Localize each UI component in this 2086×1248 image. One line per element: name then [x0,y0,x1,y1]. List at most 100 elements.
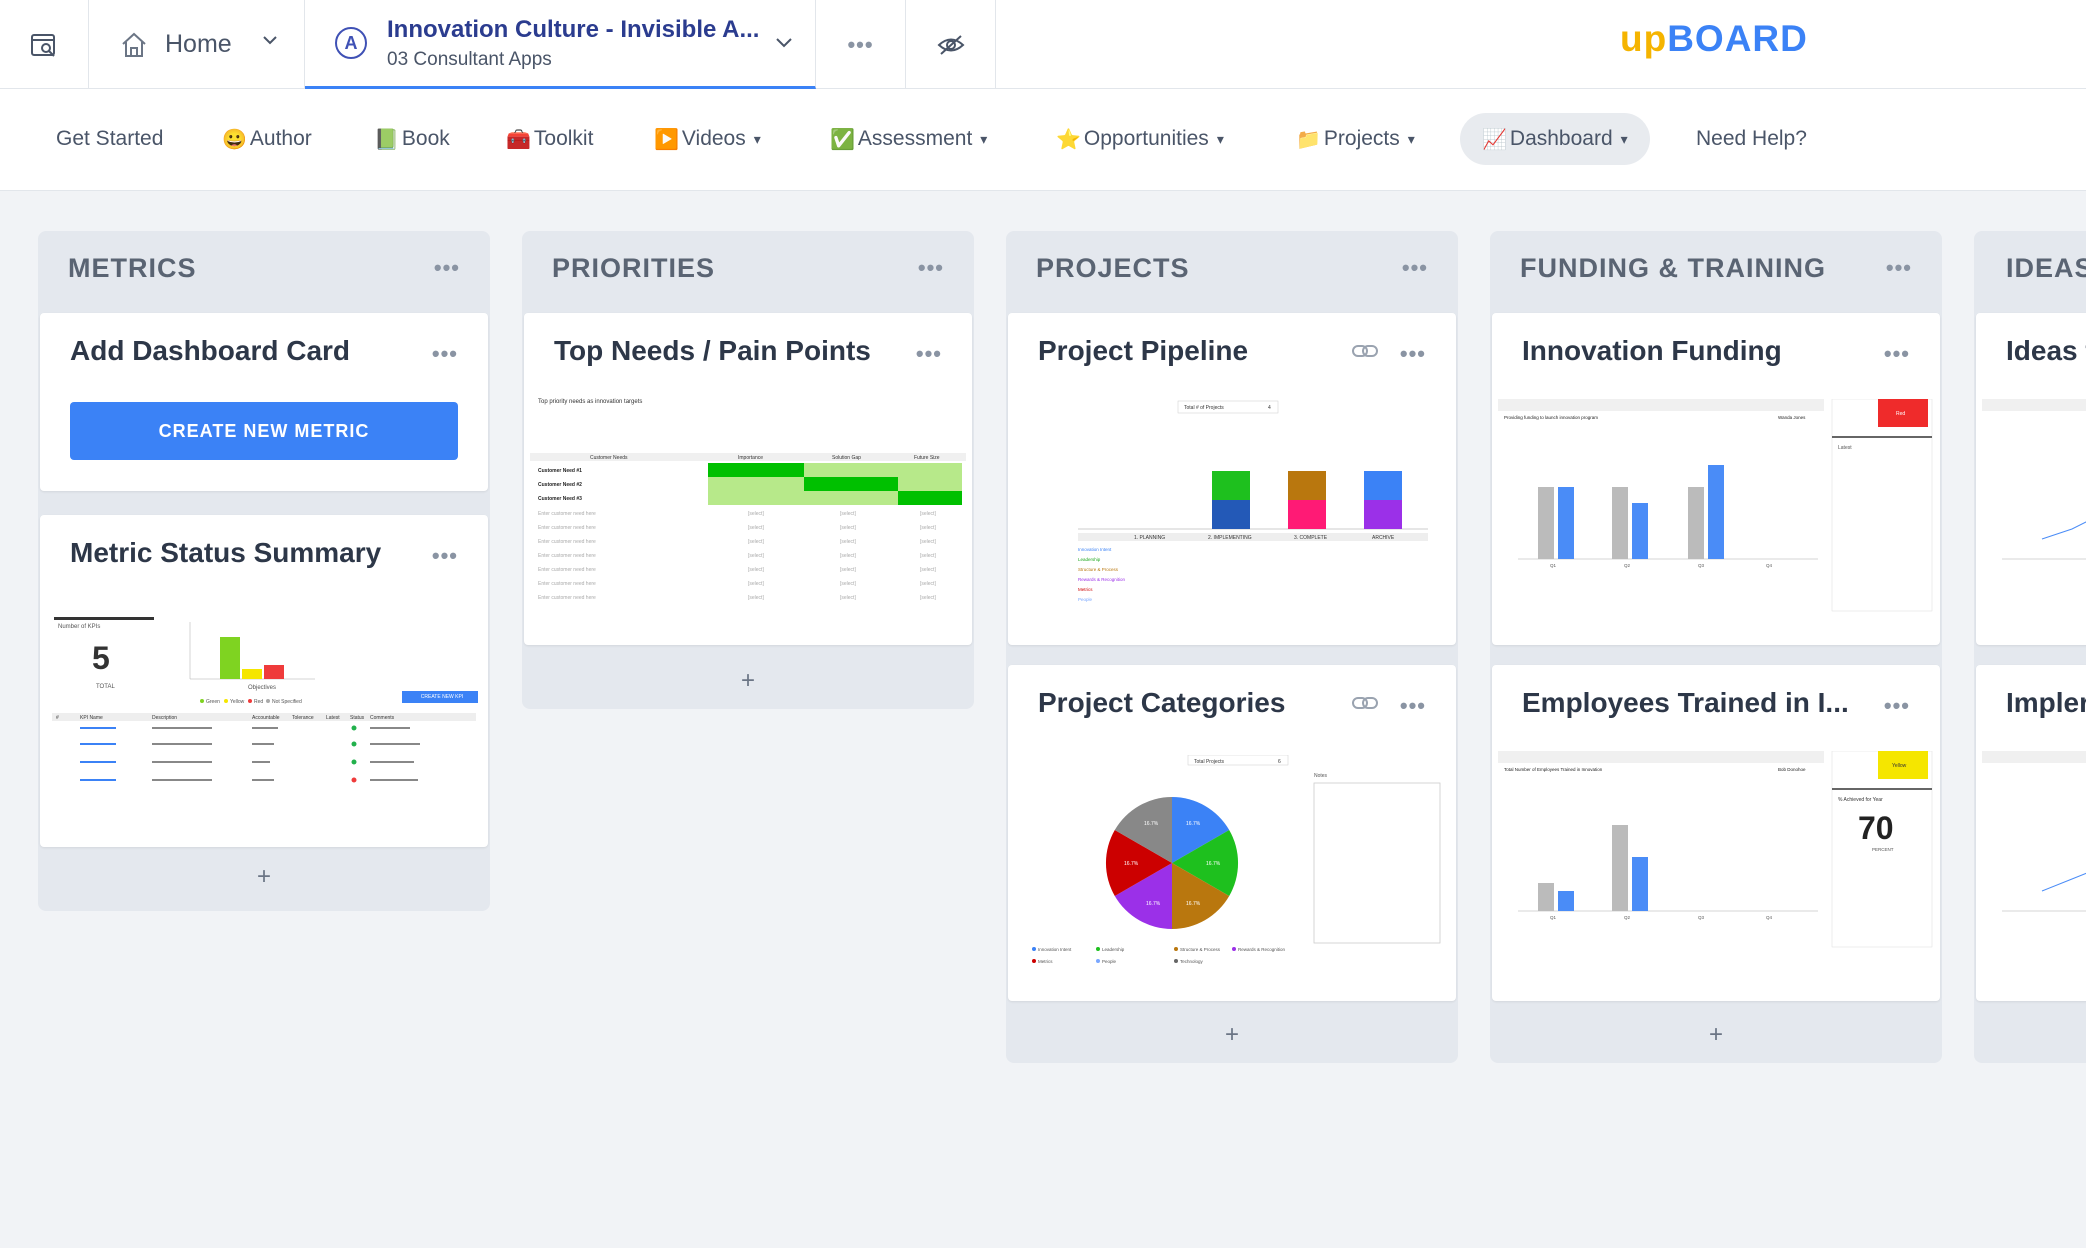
column-projects: PROJECTS ••• Project Pipeline ••• Total … [1006,231,1458,1063]
add-dashboard-card: Add Dashboard Card ••• CREATE NEW METRIC [40,313,488,491]
svg-text:Customer Need #2: Customer Need #2 [538,482,582,488]
nav-bar: Get Started 😀 Author 📗 Book 🧰 Toolkit ▶️ Vid… [0,89,2086,191]
card-title: Metric Status Summary [70,537,382,568]
svg-text:Comments: Comments [370,715,395,721]
bar-green [220,637,240,679]
home-dropdown[interactable]: Home [89,0,305,89]
card-title: Ideas t [2006,335,2086,366]
svg-text:16.7%: 16.7% [1144,821,1159,827]
svg-text:Wanda Jones: Wanda Jones [1778,415,1806,420]
card-title: Add Dashboard Card [70,335,351,366]
nav-need-help[interactable]: Need Help? [1696,127,1807,150]
play-icon: ▶️ [654,128,679,151]
app-switcher-button[interactable] [0,0,89,89]
project-pipeline-card[interactable]: Project Pipeline ••• Total # of Projects… [1008,313,1456,645]
objectives-bar-chart: Objectives Green Yellow Red Not Specifie… [189,622,315,705]
svg-text:Q3: Q3 [1698,563,1705,568]
add-card-button[interactable]: + [740,667,755,694]
card-menu-icon[interactable]: ••• [1883,693,1910,718]
svg-text:3. COMPLETE: 3. COMPLETE [1294,535,1328,541]
top-needs-card[interactable]: Top Needs / Pain Points ••• Top priority… [524,313,972,645]
column-menu-icon[interactable]: ••• [1885,255,1912,280]
svg-text:Enter customer need here: Enter customer need here [538,567,596,573]
svg-text:Enter customer need here: Enter customer need here [538,525,596,531]
svg-text:PERCENT: PERCENT [1872,847,1894,852]
card-menu-icon[interactable]: ••• [1883,341,1910,366]
svg-text:[select]: [select] [840,511,856,517]
app-selector[interactable]: A Innovation Culture - Invisible A... 03… [305,0,816,89]
svg-text:6: 6 [1278,759,1281,765]
chart-icon: 📈 [1482,128,1507,151]
column-menu-icon[interactable]: ••• [917,255,944,280]
column-menu-icon[interactable]: ••• [433,255,460,280]
svg-text:Top priority needs as innovati: Top priority needs as innovation targets [538,399,642,405]
svg-text:Latest: Latest [326,715,340,721]
svg-text:Structure & Process: Structure & Process [1180,947,1221,952]
implemented-ideas-card[interactable]: Impler [1976,665,2086,1001]
column-menu-icon[interactable]: ••• [1401,255,1428,280]
svg-text:KPI Name: KPI Name [80,715,103,721]
svg-text:Customer Needs: Customer Needs [590,455,628,461]
innovation-funding-card[interactable]: Innovation Funding ••• Providing funding… [1492,313,1940,645]
link-icon[interactable] [1352,695,1378,711]
employees-trained-card[interactable]: Employees Trained in I... ••• Total Numb… [1492,665,1940,1001]
svg-text:Q4: Q4 [1766,563,1773,568]
book-icon: 📗 [374,128,399,151]
nav-get-started[interactable]: Get Started [56,127,164,150]
nav-projects[interactable]: 📁 Projects ▾ [1296,127,1415,151]
status-yellow-badge [1878,751,1928,779]
svg-text:Not Specified: Not Specified [272,699,302,705]
nav-toolkit[interactable]: 🧰 Toolkit [506,127,594,151]
bar-planning-top [1212,471,1250,500]
metric-status-summary-card[interactable]: Metric Status Summary ••• Number of KPIs… [40,515,488,847]
chevron-down-icon [776,38,792,48]
card-menu-icon[interactable]: ••• [431,341,458,366]
svg-text:16.7%: 16.7% [1146,901,1161,907]
svg-text:Q4: Q4 [1766,915,1773,920]
card-title: Innovation Funding [1522,335,1782,366]
project-categories-card[interactable]: Project Categories ••• Total Projects 6 … [1008,665,1456,1001]
add-card-button[interactable]: + [1224,1021,1239,1048]
link-icon[interactable] [1352,343,1378,359]
card-title: Impler [2006,687,2086,718]
more-icon: ••• [847,31,874,57]
nav-author[interactable]: 😀 Author [222,127,312,151]
metric-summary-preview: Number of KPIs 5 TOTAL Objectives Green … [50,617,478,827]
svg-text:2. IMPLEMENTING: 2. IMPLEMENTING [1208,535,1252,541]
card-menu-icon[interactable]: ••• [915,341,942,366]
card-title: Employees Trained in I... [1522,687,1849,718]
svg-text:Enter customer need here: Enter customer need here [538,581,596,587]
svg-text:[select]: [select] [840,525,856,531]
svg-text:Q2: Q2 [1624,563,1631,568]
brand-logo: upBOARD [1620,18,1808,59]
hide-button[interactable] [906,0,996,89]
app-title: Innovation Culture - Invisible A... [387,15,760,43]
svg-text:Red: Red [1896,411,1905,417]
svg-text:[select]: [select] [920,581,936,587]
nav-opportunities[interactable]: ⭐ Opportunities ▾ [1056,127,1224,151]
svg-text:16.7%: 16.7% [1206,861,1221,867]
nav-dashboard[interactable]: 📈 Dashboard ▾ [1460,113,1650,165]
create-new-metric-button[interactable]: CREATE NEW METRIC [70,402,458,460]
nav-book[interactable]: 📗 Book [374,127,450,151]
card-menu-icon[interactable]: ••• [1399,693,1426,718]
nav-videos[interactable]: ▶️ Videos ▾ [654,127,761,151]
svg-text:[select]: [select] [748,511,764,517]
pie-slice-structure [1172,863,1230,929]
svg-text:[select]: [select] [920,525,936,531]
column-funding-training: FUNDING & TRAINING ••• Innovation Fundin… [1490,231,1942,1063]
svg-text:Providing funding to launch in: Providing funding to launch innovation p… [1504,415,1598,420]
svg-text:Future Size: Future Size [914,455,940,461]
column-title: PROJECTS [1036,252,1190,283]
card-menu-icon[interactable]: ••• [1399,341,1426,366]
smile-icon: 😀 [222,128,247,151]
nav-assessment[interactable]: ✅ Assessment ▾ [830,127,988,151]
pipeline-chart-preview: Total # of Projects 4 1. PLANNING 2. IMP… [1078,400,1428,602]
add-card-button[interactable]: + [256,863,271,890]
svg-text:Yellow: Yellow [230,699,245,705]
more-options-button[interactable]: ••• [816,0,906,89]
add-card-button[interactable]: + [1708,1021,1723,1048]
app-subtitle: 03 Consultant Apps [387,48,552,70]
card-menu-icon[interactable]: ••• [431,543,458,568]
ideas-card[interactable]: Ideas t [1976,313,2086,645]
